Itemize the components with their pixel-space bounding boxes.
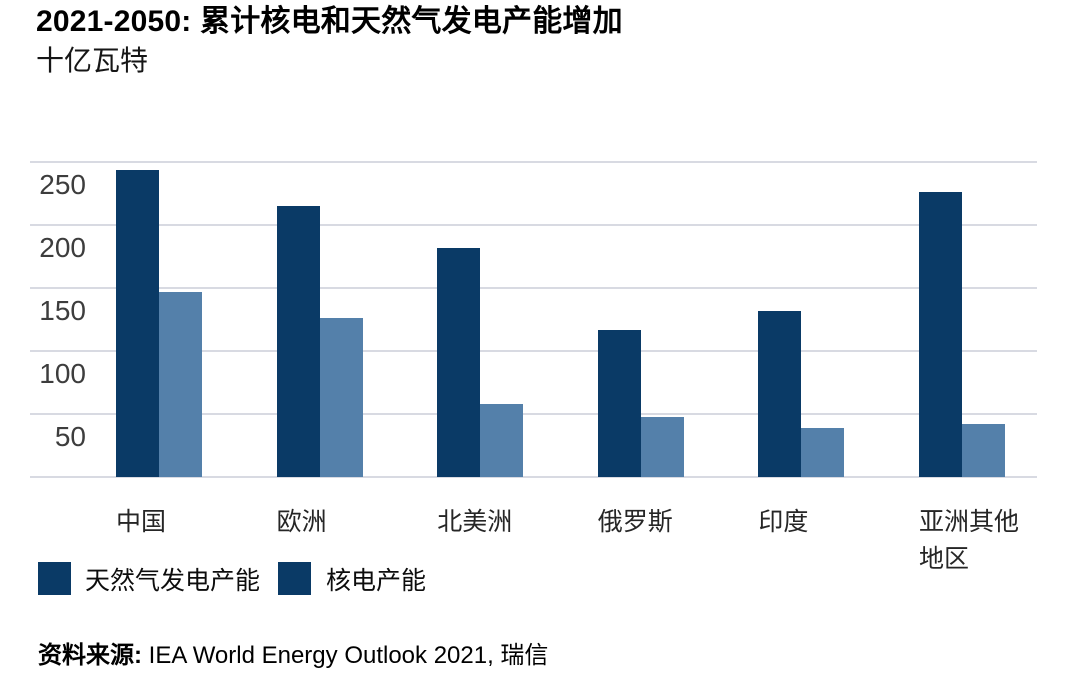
y-tick-label-250: 250 — [39, 169, 86, 200]
source-text: IEA World Energy Outlook 2021, 瑞信 — [148, 642, 549, 669]
source-line: 资料来源: IEA World Energy Outlook 2021, 瑞信 — [38, 641, 548, 671]
gridline-200 — [30, 224, 1037, 226]
bar-nuclear-1 — [159, 291, 202, 477]
bar-gas-1 — [116, 169, 159, 477]
bar-gas-4 — [597, 329, 641, 477]
x-category-label-5: 印度 — [758, 508, 809, 536]
source-label: 资料来源: — [38, 642, 142, 669]
x-category-label-2: 欧洲 — [276, 508, 327, 536]
bar-nuclear-2 — [319, 318, 363, 477]
chart-unit-label: 十亿瓦特 — [36, 45, 149, 76]
gridline-0 — [30, 476, 1037, 478]
legend-swatch-nuclear — [278, 562, 311, 595]
x-category-label-3: 北美洲 — [437, 508, 513, 536]
bar-gas-2 — [276, 206, 320, 477]
bar-gas-5 — [758, 310, 802, 477]
y-tick-label-50: 50 — [54, 421, 86, 452]
y-tick-label-200: 200 — [39, 232, 86, 263]
gridline-50 — [30, 413, 1037, 415]
bar-nuclear-3 — [480, 403, 524, 477]
bar-nuclear-6 — [962, 424, 1005, 477]
y-tick-label-150: 150 — [39, 295, 86, 326]
y-tick-label-100: 100 — [39, 358, 86, 389]
chart-title: 2021-2050: 累计核电和天然气发电产能增加 — [36, 5, 623, 38]
legend-swatch-gas — [38, 562, 71, 595]
gridline-150 — [30, 287, 1037, 289]
gridline-100 — [30, 350, 1037, 352]
legend-label-gas: 天然气发电产能 — [85, 567, 261, 595]
bar-gas-6 — [919, 192, 962, 477]
bar-nuclear-5 — [801, 427, 845, 477]
bar-gas-3 — [437, 247, 481, 477]
x-category-label-6: 亚洲其他地区 — [919, 508, 1020, 573]
legend-label-nuclear: 核电产能 — [326, 567, 427, 595]
bar-nuclear-4 — [640, 416, 684, 477]
x-category-label-4: 俄罗斯 — [597, 508, 673, 536]
x-category-label-1: 中国 — [116, 508, 167, 536]
gridline-250 — [30, 161, 1037, 163]
